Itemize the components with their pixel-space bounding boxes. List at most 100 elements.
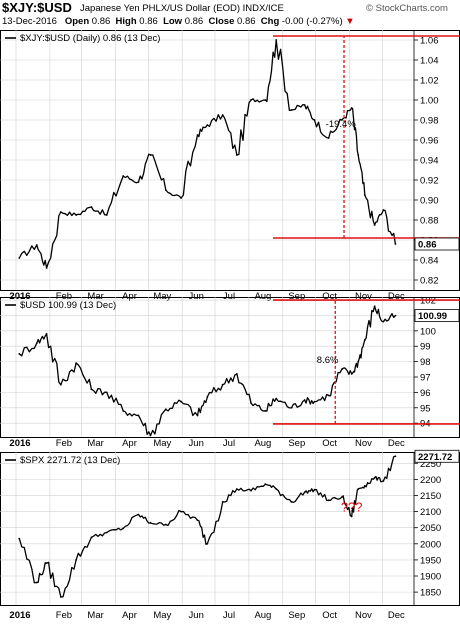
x-tick-label: Sep	[288, 610, 305, 621]
x-tick-label: Apr	[122, 291, 137, 302]
open-label: Open	[64, 16, 90, 27]
x-tick-label: Jul	[223, 438, 235, 449]
data-point	[164, 523, 167, 526]
close-label: Close	[208, 16, 235, 27]
quote-line: 13-Dec-2016 Open 0.86 High 0.86 Low 0.86…	[2, 16, 355, 27]
data-point	[313, 119, 316, 121]
y-tick-label: 97	[420, 373, 431, 384]
y-tick-label: 0.84	[420, 256, 439, 267]
x-tick-label: Aug	[254, 291, 271, 302]
y-tick-label: 1.02	[420, 76, 439, 87]
price-series-line	[18, 305, 396, 437]
data-point	[164, 189, 167, 191]
data-point	[357, 360, 360, 363]
data-point	[164, 408, 167, 411]
data-point	[75, 559, 78, 561]
data-point	[290, 109, 293, 111]
data-point	[357, 154, 360, 156]
y-tick-label: 1.04	[420, 56, 439, 67]
y-tick-label: 0.96	[420, 136, 439, 147]
data-point	[382, 320, 385, 323]
change-value: -0.00 (-0.27%)	[281, 16, 343, 27]
data-point	[235, 154, 238, 156]
x-tick-label: Oct	[322, 610, 337, 621]
x-tick-label: Mar	[87, 291, 103, 302]
brand-label: © StockCharts.com	[366, 3, 448, 14]
data-point	[290, 501, 293, 503]
data-point	[59, 383, 62, 386]
high-label: High	[115, 16, 137, 27]
y-tick-label: 0.94	[420, 156, 439, 167]
data-point	[357, 488, 360, 490]
data-point	[373, 224, 376, 226]
data-point	[59, 211, 62, 213]
data-point	[290, 406, 293, 409]
data-point	[35, 342, 38, 345]
data-point	[45, 267, 48, 269]
data-point	[18, 257, 21, 259]
x-tick-label: Nov	[355, 291, 372, 302]
x-tick-label: Mar	[87, 610, 103, 621]
data-point	[221, 114, 224, 116]
x-tick-label: Feb	[56, 291, 72, 302]
y-tick-label: 0.88	[420, 216, 439, 227]
annotation-label: ???	[341, 500, 363, 515]
data-point	[45, 333, 48, 335]
open-value: 0.86	[91, 16, 111, 27]
x-tick-label: Aug	[254, 610, 271, 621]
y-tick-label: 100	[420, 326, 436, 337]
data-point	[394, 314, 397, 317]
data-point	[275, 397, 278, 400]
data-point	[363, 484, 366, 487]
panel-frame	[0, 297, 460, 438]
data-point	[105, 391, 108, 394]
last-value-label: 100.99	[418, 311, 447, 322]
data-point	[180, 400, 183, 403]
y-tick-label: 98	[420, 357, 431, 368]
data-point	[303, 491, 306, 494]
data-point	[45, 562, 48, 565]
close-value: 0.86	[237, 16, 256, 27]
chart-instrument-name: Japanese Yen PHLX/US Dollar (EOD) INDX/I…	[80, 3, 284, 14]
low-value: 0.86	[184, 16, 204, 27]
data-point	[313, 400, 316, 403]
y-tick-label: 0.92	[420, 176, 439, 187]
x-tick-label: Dec	[388, 610, 405, 621]
y-tick-label: 1950	[420, 555, 441, 566]
x-tick-label: Oct	[322, 291, 337, 302]
data-point	[149, 521, 152, 524]
data-point	[340, 368, 343, 371]
data-point	[122, 527, 125, 530]
data-point	[137, 414, 140, 417]
data-point	[206, 124, 209, 126]
data-point	[196, 519, 199, 522]
data-point	[18, 353, 21, 355]
data-point	[196, 134, 199, 136]
annotation-label: -19.4%	[326, 119, 357, 130]
series-legend: $SPX 2271.72 (13 Dec)	[20, 455, 120, 466]
y-tick-label: 2150	[420, 491, 441, 502]
data-point	[382, 480, 385, 482]
change-label: Chg	[260, 16, 280, 27]
x-tick-label: Jun	[189, 438, 204, 449]
y-tick-label: 2100	[420, 507, 441, 518]
data-point	[363, 194, 366, 196]
data-point	[149, 434, 152, 437]
x-tick-label: Aug	[254, 438, 271, 449]
x-tick-label: 2016	[9, 438, 30, 449]
y-tick-label: 1900	[420, 572, 441, 583]
data-point	[75, 362, 78, 365]
low-label: Low	[163, 16, 183, 27]
x-tick-label: Jul	[223, 291, 235, 302]
high-value: 0.86	[139, 16, 158, 27]
y-tick-label: 99	[420, 342, 431, 353]
data-point	[394, 243, 397, 245]
data-point	[303, 104, 306, 106]
data-point	[340, 119, 343, 121]
data-point	[122, 175, 125, 177]
panel-1: 0.82 0.84 0.86 0.88 0.90 0.92 0.94 0.96 0.98 1.00…	[0, 30, 460, 302]
y-tick-label: 95	[420, 403, 431, 414]
data-point	[35, 244, 38, 246]
data-point	[394, 455, 397, 458]
